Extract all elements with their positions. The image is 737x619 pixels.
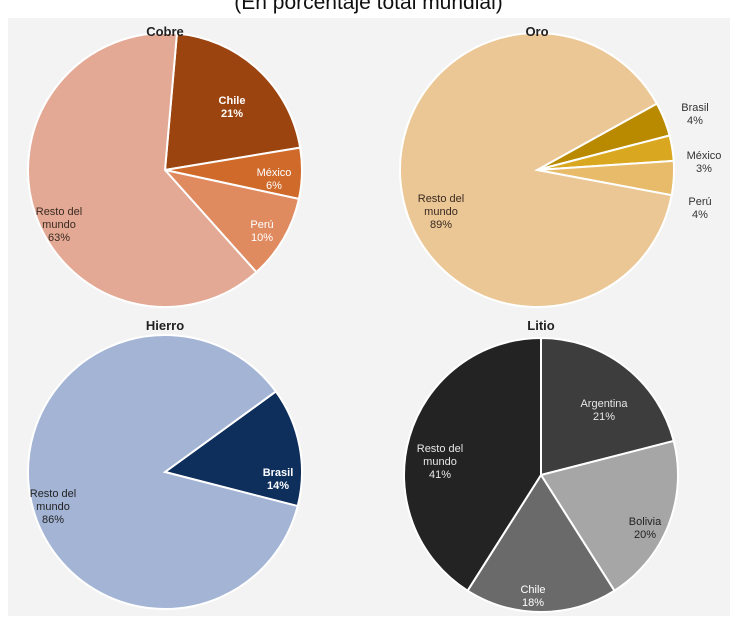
- slice-label-cobre-resto-del-mundo: Resto del mundo 63%: [36, 206, 82, 244]
- slice-label-cobre-mexico: México 6%: [257, 167, 292, 192]
- pie-litio: Argentina 21% Bolivia 20% Chile 18% Resto del m…: [403, 318, 679, 613]
- pie-slice-cobre-resto-del-mundo: [27, 32, 258, 308]
- pie-title-litio: Litio: [527, 318, 554, 333]
- slice-label-cobre-peru: Perú 10%: [250, 219, 273, 244]
- pie-slice-litio-resto-del-mundo: [403, 336, 542, 593]
- pie-slice-litio-bolivia: [539, 439, 679, 593]
- pie-title-cobre: Cobre: [146, 24, 184, 39]
- pie-slice-oro-resto-del-mundo: [399, 32, 673, 308]
- pie-slice-litio-chile: [466, 473, 616, 613]
- pie-slice-hierro-resto-del-mundo: [27, 334, 299, 610]
- pie-cobre: Chile 21% México 6% Perú 10% Resto del mundo 63%…: [27, 24, 303, 308]
- page-title: (En porcentaje total mundial): [234, 0, 503, 14]
- pie-slice-cobre-peru: [162, 168, 301, 274]
- slice-label-hierro-brasil: Brasil 14%: [263, 467, 294, 492]
- slice-label-litio-resto-del-mundo: Resto del mundo 41%: [417, 443, 463, 481]
- slice-label-oro-brasil: Brasil 4%: [681, 102, 709, 127]
- slice-label-litio-chile: Chile 18%: [520, 584, 545, 609]
- slice-label-litio-bolivia: Bolivia 20%: [629, 516, 662, 541]
- pie-slice-cobre-chile: [163, 32, 302, 172]
- pie-oro: Brasil 4% México 3% Perú 4% Resto del mundo 89% O…: [399, 24, 722, 308]
- pie-slice-hierro-brasil: [162, 390, 303, 508]
- slice-label-oro-mexico: México 3%: [687, 150, 722, 175]
- slice-label-hierro-resto-del-mundo: Resto del mundo 86%: [30, 488, 76, 526]
- slice-label-cobre-chile: Chile 21%: [219, 95, 246, 120]
- slice-label-oro-peru: Perú 4%: [688, 196, 711, 221]
- pie-hierro: Brasil 14% Resto del mundo 86% Hierro: [27, 318, 303, 610]
- slice-label-oro-resto-del-mundo: Resto del mundo 89%: [418, 193, 464, 231]
- slice-label-litio-argentina: Argentina 21%: [580, 398, 628, 423]
- pie-title-oro: Oro: [525, 24, 548, 39]
- pie-title-hierro: Hierro: [146, 318, 184, 333]
- pie-slice-litio-argentina: [540, 336, 675, 477]
